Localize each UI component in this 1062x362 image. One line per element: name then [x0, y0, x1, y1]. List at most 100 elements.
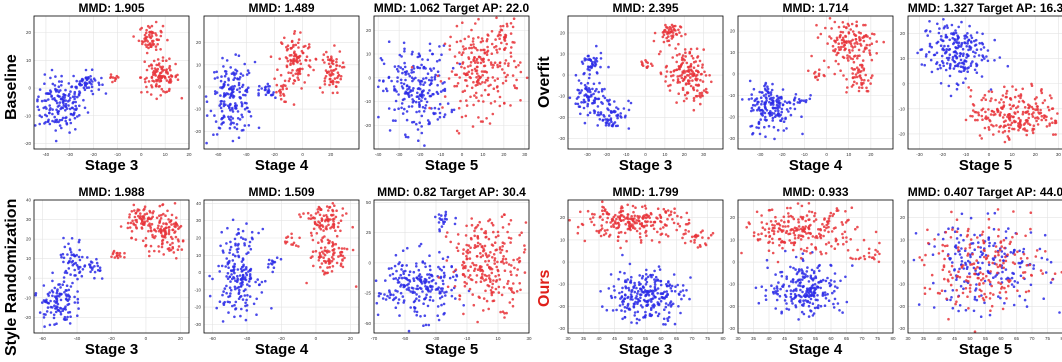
target-point — [1019, 96, 1022, 100]
source-point — [780, 110, 783, 114]
target-point — [147, 250, 151, 253]
source-point — [227, 78, 230, 82]
source-point — [659, 283, 663, 287]
target-point — [319, 265, 322, 269]
target-point — [678, 31, 681, 34]
source-point — [216, 76, 219, 79]
target-point — [474, 22, 477, 25]
source-point — [442, 312, 445, 316]
source-point — [220, 99, 223, 103]
target-point — [485, 299, 489, 303]
target-point — [498, 47, 501, 51]
target-point — [858, 86, 861, 89]
source-point — [64, 109, 67, 112]
target-point — [505, 22, 509, 26]
target-point — [857, 89, 861, 93]
target-point — [325, 50, 328, 54]
source-point — [234, 72, 238, 75]
source-point — [454, 297, 457, 300]
target-point — [497, 234, 500, 237]
source-point — [247, 71, 251, 75]
target-point — [636, 214, 639, 218]
source-point — [396, 278, 400, 282]
target-point — [496, 77, 499, 80]
target-point — [984, 117, 987, 120]
target-point — [687, 79, 690, 82]
target-point — [505, 42, 508, 46]
source-point — [429, 94, 433, 98]
source-point — [426, 273, 429, 276]
target-point — [659, 233, 663, 236]
source-point — [45, 310, 49, 313]
target-point — [851, 46, 855, 49]
source-point — [824, 293, 827, 297]
target-point — [518, 233, 521, 237]
source-point — [245, 102, 248, 105]
source-point — [755, 126, 758, 129]
source-point — [440, 295, 444, 298]
source-point — [413, 310, 416, 313]
source-point — [388, 274, 392, 277]
source-point — [240, 104, 244, 108]
target-point — [512, 17, 516, 20]
target-point — [815, 23, 818, 27]
source-point — [428, 298, 432, 302]
source-point — [228, 105, 231, 109]
target-point — [1051, 107, 1055, 110]
source-point — [78, 104, 81, 108]
target-point — [1052, 133, 1055, 136]
target-point — [465, 282, 468, 285]
target-point — [971, 109, 975, 112]
source-point — [420, 63, 423, 67]
target-point — [1031, 131, 1035, 135]
source-point — [597, 113, 601, 117]
source-point — [81, 268, 85, 271]
source-point — [586, 113, 590, 117]
source-point — [672, 273, 676, 276]
source-point — [421, 58, 424, 61]
target-point — [463, 280, 466, 284]
source-point — [74, 274, 77, 277]
source-point — [757, 106, 761, 109]
source-point — [590, 93, 593, 97]
target-point — [321, 269, 325, 273]
source-point — [387, 267, 391, 270]
y-tick-label: -30 — [194, 322, 201, 327]
target-point — [156, 43, 159, 46]
source-point — [741, 98, 744, 101]
source-point — [410, 71, 413, 74]
stage-label: Stage 5 — [958, 157, 1013, 174]
y-tick-label: 10 — [26, 256, 32, 261]
target-point — [501, 257, 505, 261]
panel-title: MMD: 0.82 Target AP: 30.4 — [377, 185, 526, 199]
source-point — [53, 300, 56, 303]
source-point — [610, 296, 614, 300]
source-point — [680, 297, 683, 301]
target-point — [490, 42, 494, 46]
target-point — [818, 68, 821, 71]
source-point — [659, 280, 662, 283]
source-point — [952, 42, 955, 46]
source-point — [68, 118, 72, 121]
target-point — [662, 226, 665, 229]
source-point — [748, 79, 752, 83]
source-point — [602, 113, 605, 117]
target-point — [649, 224, 653, 228]
source-point — [429, 268, 432, 272]
source-point — [221, 85, 224, 89]
target-point — [647, 214, 650, 218]
target-point — [1010, 121, 1014, 125]
y-tick-label: 0 — [902, 81, 905, 86]
source-point — [46, 120, 50, 123]
source-point — [809, 94, 812, 97]
target-point — [808, 218, 811, 221]
target-point — [701, 229, 704, 232]
source-point — [391, 272, 395, 276]
target-point — [601, 212, 605, 216]
target-point — [842, 38, 845, 42]
source-point — [771, 290, 775, 294]
target-point — [498, 278, 502, 281]
source-point — [622, 107, 626, 110]
source-point — [943, 44, 946, 48]
target-point — [493, 100, 497, 103]
